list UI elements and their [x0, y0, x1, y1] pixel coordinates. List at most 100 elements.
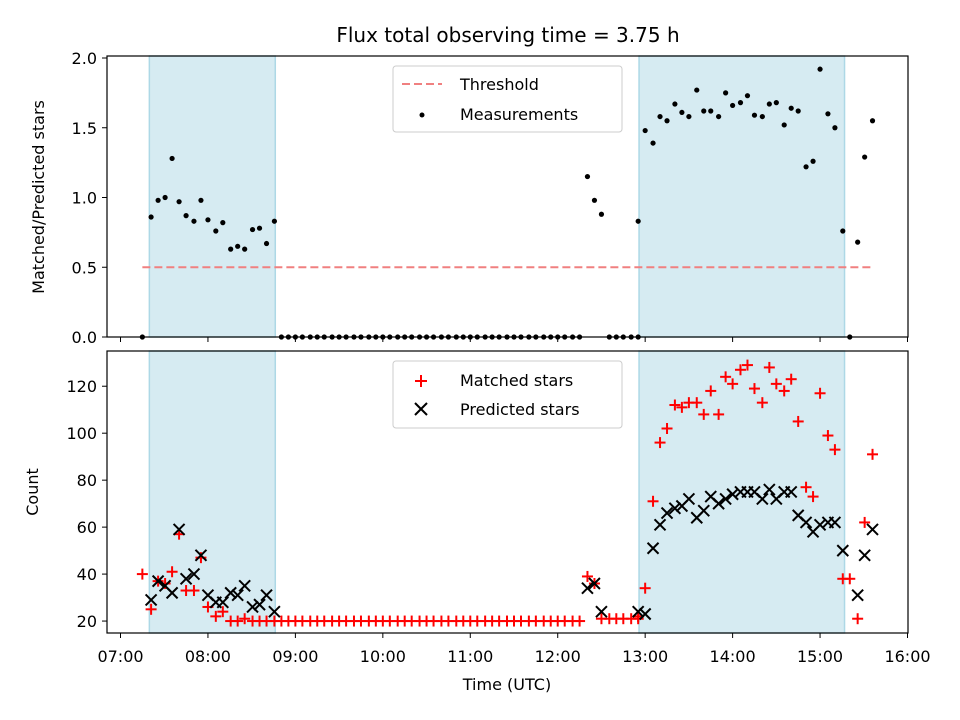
measurement-point — [263, 240, 270, 247]
matched-star-marker — [232, 615, 244, 627]
legend-predicted-label: Predicted stars — [460, 400, 580, 419]
bottom-x-tick-label: 09:00 — [272, 647, 318, 666]
predicted-star-marker — [151, 574, 165, 588]
measurement-point — [781, 122, 787, 128]
predicted-star-marker — [653, 518, 667, 531]
measurement-point — [235, 243, 241, 249]
bottom-y-tick-label: 120 — [66, 377, 97, 396]
matched-star-marker — [166, 566, 178, 578]
matched-star-marker — [581, 570, 593, 582]
bottom-x-tick-label: 13:00 — [622, 647, 668, 666]
predicted-star-marker — [851, 589, 864, 602]
measurement-point — [228, 246, 234, 252]
measurement-point — [737, 100, 744, 106]
matched-star-marker — [691, 397, 703, 409]
top-panel: 0.00.51.01.52.0 Matched/Predicted stars … — [29, 49, 909, 347]
measurement-point — [817, 66, 823, 72]
matched-star-marker — [814, 387, 826, 399]
measurement-point — [155, 197, 161, 203]
bottom-axes-frame — [106, 350, 909, 634]
predicted-star-marker — [756, 492, 769, 506]
matched-star-marker — [734, 364, 746, 376]
matched-star-marker — [661, 422, 673, 434]
measurement-point — [869, 118, 876, 124]
predicted-star-marker — [246, 600, 259, 614]
predicted-star-marker — [660, 506, 674, 520]
measurement-point — [795, 108, 801, 114]
top-y-tick-label: 0.5 — [72, 258, 97, 277]
predicted-star-marker — [581, 581, 594, 595]
predicted-star-marker — [268, 605, 281, 618]
predicted-star-marker — [194, 549, 208, 562]
bottom-x-axis-label: Time (UTC) — [462, 675, 551, 694]
measurement-point — [191, 218, 197, 224]
bottom-x-tick-label: 07:00 — [97, 647, 143, 666]
top-legend: Threshold Measurements — [392, 65, 623, 133]
measurement-point — [810, 158, 816, 164]
measurement-point — [584, 173, 591, 180]
measurement-point — [271, 218, 278, 224]
measurement-point — [686, 113, 692, 120]
bottom-x-tick-label: 16:00 — [884, 647, 930, 666]
measurement-point — [694, 87, 700, 93]
matched-star-marker — [792, 415, 804, 427]
predicted-star-marker — [799, 516, 813, 529]
legend-matched-label: Matched stars — [460, 371, 573, 390]
bottom-y-tick-label: 40 — [77, 565, 97, 584]
top-x-ticks — [120, 337, 908, 342]
predicted-star-marker — [231, 589, 244, 602]
bottom-x-tick-label: 08:00 — [185, 647, 231, 666]
chart-title: Flux total observing time = 3.75 h — [336, 23, 679, 47]
legend-threshold-label: Threshold — [459, 75, 539, 94]
measurement-point — [205, 217, 211, 223]
bottom-x-tick-label: 12:00 — [535, 647, 581, 666]
matched-star-marker — [676, 401, 688, 413]
predicted-star-marker — [238, 579, 251, 593]
measurement-point — [162, 194, 168, 201]
measurement-point — [825, 111, 831, 117]
bottom-y-ticks: 20 40 60 80 100 120 — [66, 377, 107, 631]
measurement-point — [635, 218, 641, 224]
predicted-star-marker — [813, 518, 827, 531]
matched-star-marker — [852, 613, 864, 625]
measurement-point — [855, 239, 861, 245]
bottom-panel: 20 40 60 80 100 120 07:00 08:00 09:00 10:00 11:00… — [23, 350, 931, 694]
matched-star-marker — [669, 399, 681, 411]
top-y-ticks: 0.0 0.5 1.0 1.5 2.0 — [72, 49, 107, 347]
matched-star-marker — [844, 573, 856, 585]
measurement-point — [650, 140, 656, 146]
matched-stars-markers — [136, 359, 879, 627]
matched-star-marker — [829, 444, 841, 456]
measurement-point — [249, 226, 256, 233]
bottom-y-tick-label: 100 — [66, 424, 97, 443]
predicted-star-marker — [697, 504, 710, 517]
matched-star-marker — [647, 495, 659, 507]
measurement-point — [701, 108, 707, 114]
predicted-star-marker — [828, 516, 842, 529]
legend-measurements-swatch — [419, 112, 425, 118]
matched-star-marker — [778, 385, 790, 397]
predicted-star-marker — [712, 497, 725, 510]
matched-star-marker — [763, 361, 775, 373]
measurement-point — [751, 112, 758, 118]
measurement-point — [220, 220, 226, 226]
matched-star-marker — [770, 378, 782, 390]
matched-star-marker — [654, 437, 666, 449]
bottom-x-tick-label: 11:00 — [447, 647, 493, 666]
predicted-star-marker — [719, 492, 732, 506]
measurement-point — [716, 113, 722, 120]
top-y-tick-label: 1.0 — [72, 189, 97, 208]
matched-star-marker — [698, 408, 710, 420]
top-axes-frame — [106, 55, 909, 338]
measurement-point — [744, 93, 751, 99]
predicted-star-marker — [836, 544, 849, 557]
legend-measurements-label: Measurements — [460, 105, 578, 124]
predicted-star-marker — [216, 596, 230, 609]
bottom-legend-box — [392, 360, 623, 429]
measurement-point — [642, 127, 648, 134]
matched-star-marker — [822, 430, 834, 442]
measurement-point — [213, 228, 219, 234]
matched-star-marker — [217, 606, 229, 618]
predicted-star-marker — [858, 549, 871, 562]
bottom-y-tick-label: 80 — [77, 471, 97, 490]
